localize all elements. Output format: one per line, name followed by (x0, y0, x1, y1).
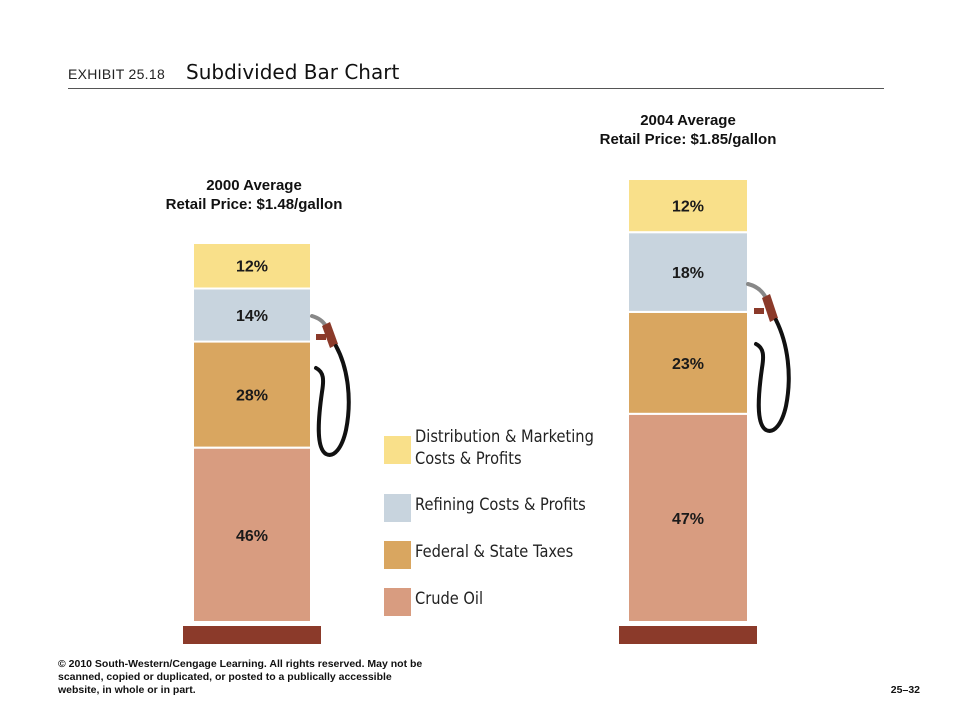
legend-swatch-distribution (384, 436, 411, 464)
pump-base-2004 (619, 626, 757, 644)
data-label-2004-crude: 47% (672, 511, 704, 528)
data-label-2004-distribution: 12% (672, 199, 704, 216)
bar-title-2000-line1: 2000 Average (206, 177, 302, 194)
copyright-line-2: scanned, copied or duplicated, or posted… (58, 671, 392, 683)
legend-swatch-taxes (384, 541, 411, 569)
pump-nozzle-icon-2000 (310, 314, 351, 457)
bar-title-2000-line2: Retail Price: $1.48/gallon (165, 196, 343, 213)
page-number: 25–32 (890, 684, 920, 696)
bars-group: 46% 28% 14% 12% 47% 23% 18% 12% (183, 178, 757, 644)
data-label-2004-taxes: 23% (672, 356, 704, 373)
stacked-bar-chart: 46% 28% 14% 12% 47% 23% 18% 12% (183, 178, 791, 644)
legend-label-distribution-line1: Distribution & Marketing (415, 427, 594, 447)
bar-title-2000: 2000 Average Retail Price: $1.48/gallon (144, 176, 364, 214)
copyright-notice: © 2010 South-Western/Cengage Learning. A… (58, 658, 498, 697)
bar-title-2004-line1: 2004 Average (640, 112, 736, 129)
bar-segment-2004-distribution (627, 178, 749, 234)
bar-title-2004-line2: Retail Price: $1.85/gallon (599, 131, 777, 148)
data-label-2004-refining: 18% (672, 265, 704, 282)
data-label-2000-distribution: 12% (236, 259, 268, 276)
legend-swatch-crude (384, 588, 411, 616)
pump-base-2000 (183, 626, 321, 644)
bar-segment-2004-taxes (627, 310, 749, 415)
legend-label-crude: Crude Oil (415, 589, 484, 609)
legend-label-distribution: Distribution & Marketing Costs & Profits (415, 426, 594, 470)
legend-label-refining: Refining Costs & Profits (415, 495, 586, 515)
data-label-2000-taxes: 28% (236, 388, 268, 405)
bar-title-2004: 2004 Average Retail Price: $1.85/gallon (578, 111, 798, 149)
bar-segment-2004-refining (627, 231, 749, 313)
legend-label-taxes: Federal & State Taxes (415, 542, 574, 562)
data-label-2000-refining: 14% (236, 308, 268, 325)
pump-nozzle-icon-2004 (746, 282, 791, 433)
exhibit-number: EXHIBIT 25.18 (68, 66, 166, 82)
bar-segment-2004-crude (627, 412, 749, 623)
exhibit-header: EXHIBIT 25.18 Subdivided Bar Chart (68, 60, 884, 89)
bar-segment-2000-distribution (192, 242, 312, 290)
bar-segment-2000-crude (192, 446, 312, 624)
legend-label-distribution-line2: Costs & Profits (415, 449, 522, 469)
legend-swatch-refining (384, 494, 411, 522)
bar-segment-2000-refining (192, 287, 312, 343)
copyright-line-1: © 2010 South-Western/Cengage Learning. A… (58, 658, 423, 670)
chart-title: Subdivided Bar Chart (186, 60, 400, 84)
data-label-2000-crude: 46% (236, 528, 268, 545)
copyright-line-3: website, in whole or in part. (58, 684, 196, 696)
